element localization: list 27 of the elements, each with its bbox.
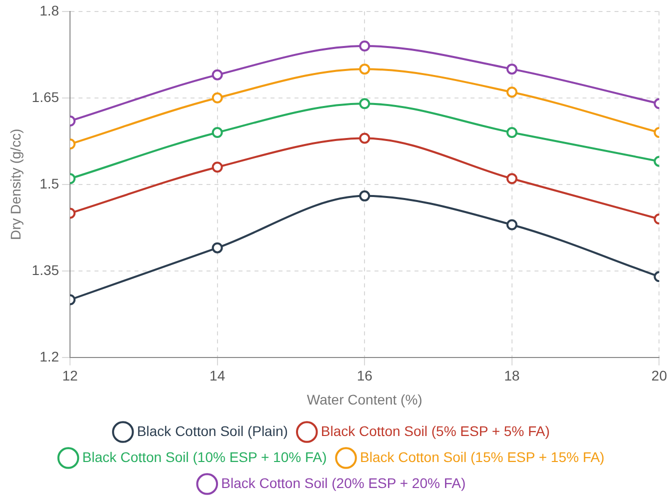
- point: [506, 173, 518, 184]
- x-tick-label: 20: [651, 368, 668, 384]
- point: [359, 64, 370, 75]
- point: [359, 190, 370, 202]
- legend-label: Black Cotton Soil (20% ESP + 20% FA): [221, 474, 466, 491]
- legend-label: Black Cotton Soil (5% ESP + 5% FA): [320, 422, 550, 439]
- y-tick-label: 1.8: [40, 2, 60, 18]
- x-tick-label: 16: [356, 368, 373, 384]
- legend-label: Black Cotton Soil (10% ESP + 10% FA): [82, 448, 327, 465]
- y-tick-label: 1.2: [40, 348, 60, 364]
- y-tick-label: 1.5: [40, 175, 60, 192]
- y-tick-label: 1.35: [32, 262, 60, 278]
- point: [359, 40, 370, 52]
- x-axis-title: Water Content (%): [306, 391, 422, 408]
- point: [359, 98, 370, 110]
- y-tick-label: 1.65: [32, 88, 60, 105]
- point: [506, 64, 518, 75]
- x-tick-label: 14: [210, 368, 226, 384]
- y-axis-title: Dry Density (g/cc): [7, 128, 24, 240]
- x-tick-label: 18: [504, 368, 520, 384]
- legend-label: Black Cotton Soil (Plain): [136, 422, 288, 439]
- point: [359, 132, 370, 144]
- x-tick-label: 12: [62, 368, 78, 384]
- point: [506, 127, 518, 138]
- point: [506, 86, 518, 98]
- legend-label: Black Cotton Soil (15% ESP + 15% FA): [360, 448, 604, 465]
- point: [506, 219, 518, 230]
